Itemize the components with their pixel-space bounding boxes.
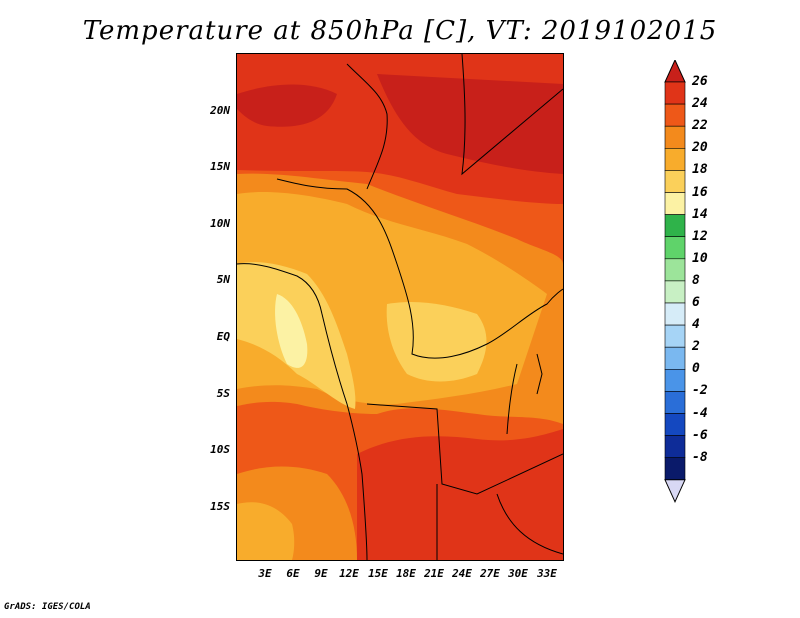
map-title: Temperature at 850hPa [C], VT: 201910201…	[82, 16, 718, 46]
lat-label-5s: 5S	[216, 387, 230, 400]
field-south-hot	[357, 429, 563, 560]
colorbar-segment	[664, 214, 686, 238]
lat-label-20n: 20N	[210, 104, 230, 117]
colorbar-segment	[664, 280, 686, 304]
colorbar-segment	[664, 346, 686, 370]
lat-label-eq: EQ	[216, 330, 230, 343]
colorbar-label: 26	[692, 74, 708, 89]
colorbar-label: 18	[692, 162, 708, 178]
colorbar-label: -6	[692, 427, 708, 443]
coastline-west	[236, 263, 368, 561]
colorbar-segment	[664, 81, 686, 105]
colorbar-label: 16	[692, 184, 708, 200]
lon-label-3e: 3E	[258, 567, 272, 580]
colorbar	[664, 60, 686, 504]
colorbar-segment	[664, 435, 686, 459]
colorbar-segment	[664, 413, 686, 436]
colorbar-label: 8	[692, 272, 700, 288]
colorbar-label: 6	[692, 295, 700, 310]
colorbar-segment	[664, 192, 686, 215]
field-southwest-mild	[237, 502, 295, 560]
colorbar-segment	[664, 236, 686, 260]
border-north	[346, 53, 564, 190]
lon-label-33e: 33E	[537, 567, 557, 580]
lake-outlines	[506, 353, 543, 435]
colorbar-bottom-arrow	[664, 479, 686, 504]
colorbar-segment	[664, 391, 686, 414]
colorbar-segment	[664, 103, 686, 127]
colorbar-segment	[664, 302, 686, 326]
lon-label-12e: 12E	[339, 567, 359, 580]
colorbar-label: 2	[692, 339, 700, 355]
colorbar-label: 20	[692, 140, 708, 156]
map-plot-area	[236, 53, 564, 561]
border-central	[276, 178, 564, 359]
field-sahara-hottest	[377, 74, 563, 174]
lat-label-15n: 15N	[210, 160, 230, 173]
border-south	[366, 403, 564, 560]
colorbar-segment	[664, 324, 686, 348]
colorbar-label: -2	[692, 383, 708, 399]
lon-label-30e: 30E	[508, 567, 528, 580]
colorbar-label: 14	[692, 206, 708, 222]
colorbar-segment	[664, 258, 686, 282]
field-coastal-coolest	[275, 294, 308, 368]
lon-label-21e: 21E	[424, 567, 444, 580]
colorbar-label: 0	[692, 361, 700, 377]
lat-label-15s: 15S	[210, 500, 230, 513]
colorbar-label: 4	[692, 317, 700, 333]
lat-label-5n: 5N	[216, 273, 230, 286]
lat-label-10s: 10S	[210, 443, 230, 456]
colorbar-segment	[664, 148, 686, 171]
lon-label-27e: 27E	[480, 567, 500, 580]
colorbar-segment	[664, 125, 686, 149]
colorbar-label: 22	[692, 118, 708, 134]
colorbar-label: 12	[692, 228, 708, 244]
lon-label-24e: 24E	[452, 567, 472, 580]
colorbar-label: 24	[692, 96, 708, 112]
lon-label-9e: 9E	[314, 567, 328, 580]
temperature-map	[236, 53, 564, 561]
field-west-hottest	[237, 84, 337, 127]
colorbar-label: -8	[692, 449, 708, 465]
lat-label-10n: 10N	[210, 217, 230, 230]
lon-label-15e: 15E	[368, 567, 388, 580]
colorbar-label: 10	[692, 250, 708, 266]
colorbar-label: -4	[692, 405, 708, 421]
colorbar-segment	[664, 368, 686, 392]
colorbar-top-arrow	[664, 60, 686, 83]
colorbar-segment	[664, 457, 686, 481]
lon-label-6e: 6E	[286, 567, 300, 580]
lon-label-18e: 18E	[396, 567, 416, 580]
grads-credit: GrADS: IGES/COLA	[4, 602, 91, 612]
field-congo-cool	[386, 302, 487, 382]
colorbar-segment	[664, 170, 686, 193]
